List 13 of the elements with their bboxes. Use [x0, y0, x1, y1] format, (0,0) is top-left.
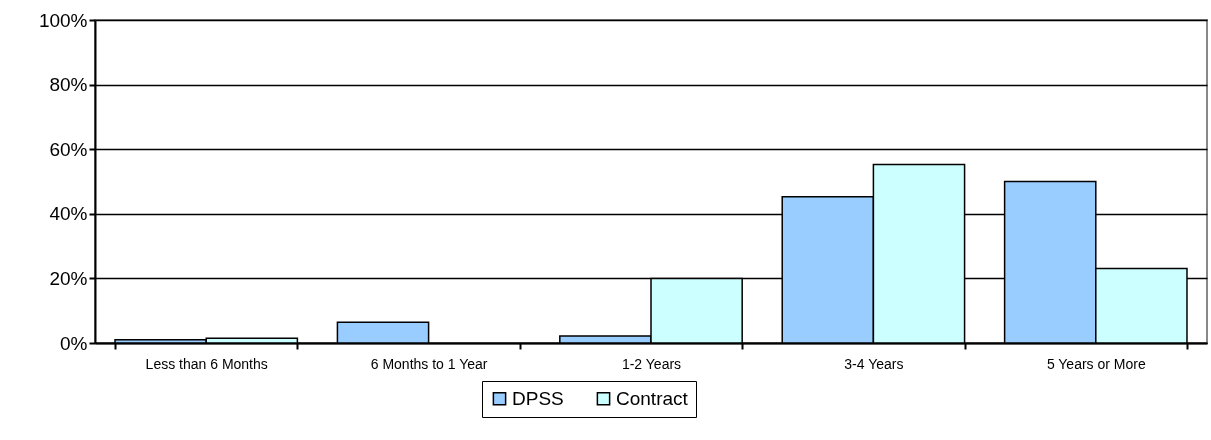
x-tick-label: 3-4 Years: [844, 355, 904, 372]
x-tick-label: 1-2 Years: [621, 355, 682, 372]
y-tick-label: 40%: [49, 203, 88, 225]
x-tick-label: Less than 6 Months: [145, 355, 268, 372]
x-tick-label: 6 Months to 1 Year: [370, 355, 488, 372]
y-tick-label: 20%: [49, 267, 88, 289]
legend-label: Contract: [616, 387, 689, 409]
legend-label: DPSS: [512, 387, 564, 409]
y-tick-label: 0%: [60, 332, 88, 354]
y-tick-label: 100%: [38, 9, 88, 31]
y-tick-label: 60%: [49, 138, 88, 160]
x-tick-label: 5 Years or More: [1046, 355, 1146, 372]
y-tick-label: 80%: [49, 74, 88, 96]
